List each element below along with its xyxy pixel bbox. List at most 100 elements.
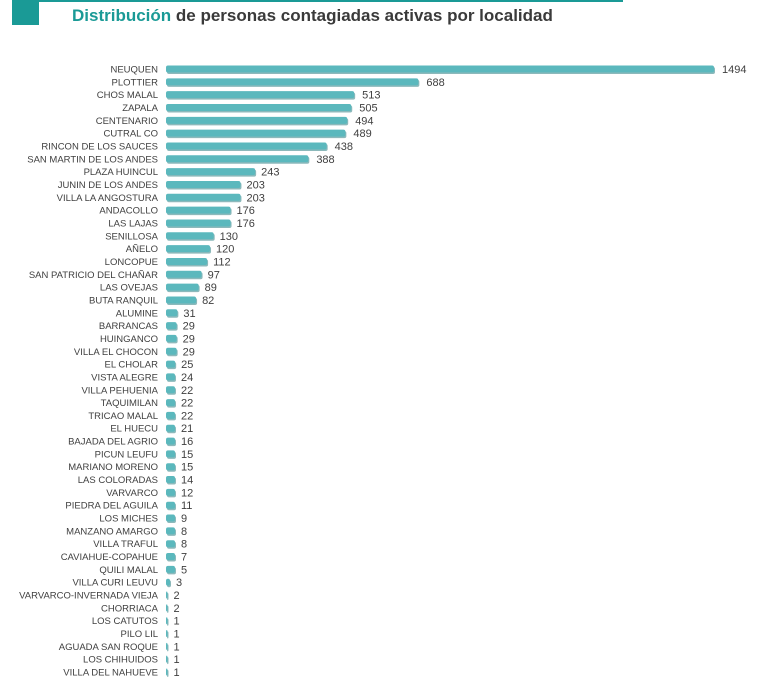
bar [166, 424, 175, 432]
value-label: 8 [181, 526, 187, 538]
value-label: 7 [181, 552, 187, 564]
chart-title-highlight: Distribución [72, 6, 172, 25]
value-label: 112 [213, 256, 231, 268]
value-label: 15 [181, 462, 193, 474]
bar [166, 437, 175, 445]
category-label: LOS CHIHUIDOS [83, 655, 158, 666]
value-label: 97 [208, 269, 220, 281]
bar [166, 142, 327, 150]
bar [166, 322, 177, 330]
category-label: BARRANCAS [99, 321, 158, 332]
value-label: 1494 [722, 64, 746, 76]
value-label: 176 [237, 218, 255, 230]
value-label: 1 [174, 641, 180, 653]
bar [166, 386, 175, 394]
category-label: CAVIAHUE-COPAHUE [61, 552, 158, 563]
bar [166, 488, 175, 496]
bar [166, 168, 256, 176]
value-label: 9 [181, 513, 187, 525]
category-label: VILLA EL CHOCON [74, 347, 158, 358]
bar [166, 373, 175, 381]
category-label: VILLA LA ANGOSTURA [57, 193, 159, 204]
bar [166, 399, 175, 407]
value-label: 22 [181, 410, 193, 422]
bar [166, 450, 175, 458]
value-label: 2 [174, 590, 180, 602]
category-label: RINCON DE LOS SAUCES [41, 141, 158, 152]
value-label: 22 [181, 385, 193, 397]
value-label: 1 [174, 616, 180, 628]
value-label: 11 [181, 500, 192, 512]
bar [166, 103, 352, 111]
category-label: ALUMINE [116, 308, 158, 319]
value-label: 16 [181, 436, 193, 448]
value-label: 29 [183, 333, 195, 345]
category-label: PIEDRA DEL AGUILA [65, 501, 158, 512]
category-label: HUINGANCO [100, 334, 158, 345]
category-label: VISTA ALEGRE [91, 372, 158, 383]
value-label: 14 [181, 475, 193, 487]
category-label: CUTRAL CO [103, 129, 158, 140]
bar [166, 668, 168, 676]
value-label: 203 [246, 179, 264, 191]
value-label: 29 [183, 321, 195, 333]
category-label: SENILLOSA [105, 231, 158, 242]
value-label: 388 [316, 154, 334, 166]
value-label: 176 [237, 205, 255, 217]
category-label: CENTENARIO [96, 116, 158, 127]
bar [166, 527, 175, 535]
category-label: AGUADA SAN ROQUE [59, 642, 158, 653]
category-label: CHOS MALAL [97, 90, 158, 101]
category-label: LAS LAJAS [108, 218, 158, 229]
category-label: JUNIN DE LOS ANDES [58, 180, 158, 191]
bar [166, 91, 355, 99]
bar [166, 180, 241, 188]
category-label: TRICAO MALAL [88, 411, 158, 422]
bar [166, 565, 175, 573]
bar [166, 219, 231, 227]
bar [166, 283, 199, 291]
value-label: 25 [181, 359, 193, 371]
value-label: 688 [426, 77, 444, 89]
value-label: 438 [335, 141, 353, 153]
bar [166, 578, 170, 586]
category-label: VILLA CURI LEUVU [72, 578, 158, 589]
bar [166, 411, 175, 419]
value-label: 1 [174, 667, 180, 679]
value-label: 505 [359, 102, 377, 114]
bar [166, 232, 214, 240]
value-label: 8 [181, 539, 187, 551]
category-label: CHORRIACA [101, 603, 159, 614]
value-label: 82 [202, 295, 214, 307]
bar [166, 463, 175, 471]
bar [166, 334, 177, 342]
bar [166, 501, 175, 509]
value-label: 15 [181, 449, 193, 461]
bar [166, 540, 175, 548]
value-label: 3 [176, 577, 182, 589]
value-label: 489 [353, 128, 371, 140]
bar [166, 270, 202, 278]
value-label: 21 [181, 423, 193, 435]
bar [166, 309, 178, 317]
value-label: 89 [205, 282, 217, 294]
bar [166, 129, 346, 137]
category-label: LOS MICHES [99, 514, 158, 525]
value-label: 24 [181, 372, 193, 384]
bar [166, 476, 175, 484]
value-label: 203 [246, 192, 264, 204]
bar [166, 617, 168, 625]
category-label: PLOTTIER [112, 77, 159, 88]
value-label: 12 [181, 487, 193, 499]
bar [166, 116, 348, 124]
bar [166, 630, 168, 638]
bar [166, 347, 177, 355]
chart-title: Distribución de personas contagiadas act… [72, 6, 553, 26]
bar [166, 155, 309, 163]
value-label: 130 [220, 231, 238, 243]
bar [166, 78, 419, 86]
bar [166, 257, 208, 265]
bar [166, 514, 175, 522]
category-label: VARVARCO [106, 488, 158, 499]
bar [166, 245, 211, 253]
